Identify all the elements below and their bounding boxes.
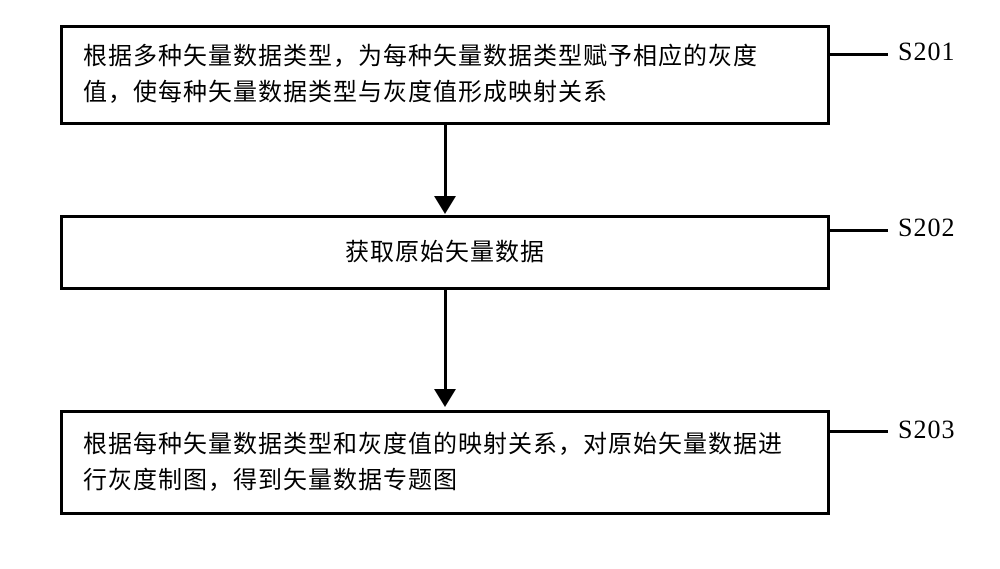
arrow-head-2 <box>434 389 456 407</box>
step-text-3: 根据每种矢量数据类型和灰度值的映射关系，对原始矢量数据进行灰度制图，得到矢量数据… <box>83 427 807 499</box>
leader-line-1 <box>830 53 888 56</box>
step-box-1: 根据多种矢量数据类型，为每种矢量数据类型赋予相应的灰度值，使每种矢量数据类型与灰… <box>60 25 830 125</box>
step-label-3: S203 <box>898 415 955 445</box>
leader-line-2 <box>830 229 888 232</box>
step-text-1: 根据多种矢量数据类型，为每种矢量数据类型赋予相应的灰度值，使每种矢量数据类型与灰… <box>83 39 807 111</box>
step-box-2: 获取原始矢量数据 <box>60 215 830 290</box>
step-label-2: S202 <box>898 213 955 243</box>
connector-line-2 <box>444 290 447 390</box>
step-box-3: 根据每种矢量数据类型和灰度值的映射关系，对原始矢量数据进行灰度制图，得到矢量数据… <box>60 410 830 515</box>
step-text-2: 获取原始矢量数据 <box>345 235 545 271</box>
connector-line-1 <box>444 125 447 197</box>
step-label-1: S201 <box>898 37 955 67</box>
leader-line-3 <box>830 430 888 433</box>
connector-2 <box>434 290 456 407</box>
connector-1 <box>434 125 456 214</box>
arrow-head-1 <box>434 196 456 214</box>
